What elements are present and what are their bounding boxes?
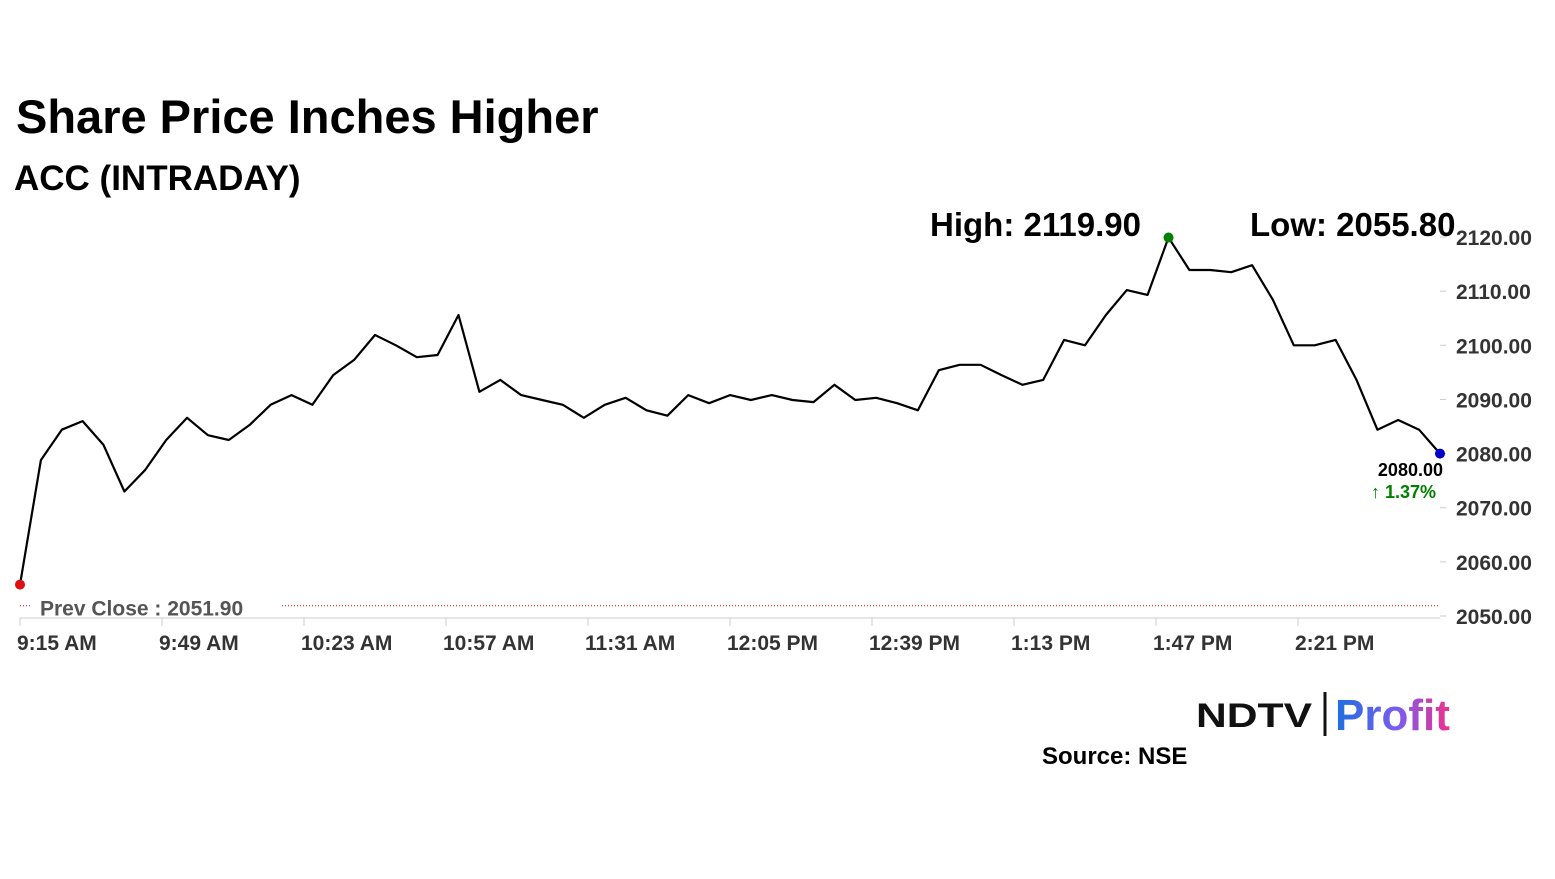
source: Source: NSE bbox=[1042, 743, 1187, 770]
y-tick-label: 2100.00 bbox=[1456, 335, 1532, 358]
change-label: ↑ 1.37% bbox=[1371, 482, 1436, 502]
y-tick-label: 2110.00 bbox=[1456, 281, 1531, 304]
y-tick-label: 2080.00 bbox=[1456, 444, 1532, 467]
logo-product: Profit bbox=[1335, 691, 1450, 740]
price-line bbox=[18, 236, 1441, 585]
x-tick-label: 10:57 AM bbox=[443, 632, 534, 655]
x-tick-label: 9:49 AM bbox=[159, 632, 239, 655]
low-marker bbox=[15, 579, 25, 590]
x-tick-label: 1:47 PM bbox=[1153, 632, 1232, 655]
x-tick-label: 12:39 PM bbox=[869, 632, 960, 655]
chart-title: Share Price Inches Higher bbox=[16, 90, 599, 143]
x-tick-label: 9:15 AM bbox=[17, 632, 97, 655]
x-tick-label: 11:31 AM bbox=[585, 632, 675, 655]
y-tick-label: 2090.00 bbox=[1456, 389, 1532, 412]
y-tick-label: 2050.00 bbox=[1456, 606, 1532, 629]
high-label: High: 2119.90 bbox=[930, 206, 1141, 243]
x-tick-label: 10:23 AM bbox=[301, 632, 392, 655]
y-tick-label: 2070.00 bbox=[1456, 498, 1532, 521]
y-tick-label: 2120.00 bbox=[1456, 227, 1532, 250]
low-label: Low: 2055.80 bbox=[1250, 206, 1455, 243]
logo-brand: NDTV bbox=[1196, 697, 1312, 735]
x-tick-label: 12:05 PM bbox=[727, 632, 818, 655]
x-tick-label: 1:13 PM bbox=[1011, 632, 1090, 655]
prev-close-label: Prev Close : 2051.90 bbox=[40, 598, 243, 621]
high-marker bbox=[1163, 232, 1174, 243]
last-label: 2080.00 bbox=[1378, 460, 1443, 480]
y-tick-label: 2060.00 bbox=[1456, 552, 1532, 575]
x-tick-label: 2:21 PM bbox=[1295, 632, 1374, 655]
last-marker bbox=[1435, 448, 1445, 459]
chart-subtitle: ACC (INTRADAY) bbox=[14, 159, 300, 198]
